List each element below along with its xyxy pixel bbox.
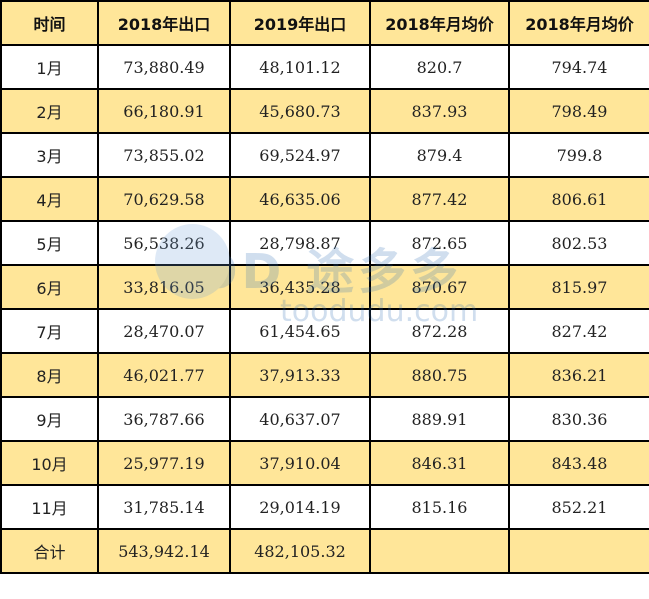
cell-time: 8月 (0, 352, 99, 398)
cell-avg-price-2018-b: 827.42 (508, 308, 649, 354)
cell-avg-price-2018: 872.28 (369, 308, 510, 354)
cell-avg-price-2018-b: 799.8 (508, 132, 649, 178)
column-header-avg-price-2018: 2018年月均价 (369, 0, 510, 46)
table-row: 2月 66,180.91 45,680.73 837.93 798.49 (0, 88, 649, 134)
table-row: 5月 56,538.26 28,798.87 872.65 802.53 (0, 220, 649, 266)
cell-export-2019: 36,435.28 (229, 264, 371, 310)
table-row: 8月 46,021.77 37,913.33 880.75 836.21 (0, 352, 649, 398)
table-row: 4月 70,629.58 46,635.06 877.42 806.61 (0, 176, 649, 222)
cell-avg-price-2018: 846.31 (369, 440, 510, 486)
cell-avg-price-2018: 872.65 (369, 220, 510, 266)
cell-export-2018: 31,785.14 (97, 484, 231, 530)
cell-avg-price-2018: 820.7 (369, 44, 510, 90)
cell-time: 5月 (0, 220, 99, 266)
cell-export-2018: 25,977.19 (97, 440, 231, 486)
cell-avg-price-2018-b: 794.74 (508, 44, 649, 90)
column-header-avg-price-2018-b: 2018年月均价 (508, 0, 649, 46)
cell-avg-price-2018-b: 815.97 (508, 264, 649, 310)
cell-export-2018: 28,470.07 (97, 308, 231, 354)
table-row: 1月 73,880.49 48,101.12 820.7 794.74 (0, 44, 649, 90)
cell-avg-price-2018: 837.93 (369, 88, 510, 134)
table-row: 6月 33,816.05 36,435.28 870.67 815.97 (0, 264, 649, 310)
cell-export-2019: 61,454.65 (229, 308, 371, 354)
cell-avg-price-2018: 879.4 (369, 132, 510, 178)
column-header-export-2019: 2019年出口 (229, 0, 371, 46)
cell-avg-price-2018 (369, 528, 510, 574)
cell-avg-price-2018-b: 852.21 (508, 484, 649, 530)
cell-export-2018: 56,538.26 (97, 220, 231, 266)
cell-avg-price-2018-b: 836.21 (508, 352, 649, 398)
cell-export-2019: 482,105.32 (229, 528, 371, 574)
cell-export-2019: 45,680.73 (229, 88, 371, 134)
cell-export-2018: 46,021.77 (97, 352, 231, 398)
cell-time: 3月 (0, 132, 99, 178)
total-row: 合计 543,942.14 482,105.32 (0, 528, 649, 574)
cell-time: 11月 (0, 484, 99, 530)
cell-avg-price-2018: 880.75 (369, 352, 510, 398)
cell-time: 9月 (0, 396, 99, 442)
table-row: 7月 28,470.07 61,454.65 872.28 827.42 (0, 308, 649, 354)
cell-time: 10月 (0, 440, 99, 486)
cell-time: 7月 (0, 308, 99, 354)
cell-export-2019: 29,014.19 (229, 484, 371, 530)
cell-export-2019: 37,913.33 (229, 352, 371, 398)
cell-time: 2月 (0, 88, 99, 134)
export-table: 时间 2018年出口 2019年出口 2018年月均价 2018年月均价 1月 73,88… (0, 0, 649, 574)
cell-export-2019: 46,635.06 (229, 176, 371, 222)
cell-avg-price-2018: 870.67 (369, 264, 510, 310)
cell-export-2018: 543,942.14 (97, 528, 231, 574)
cell-export-2018: 36,787.66 (97, 396, 231, 442)
column-header-time: 时间 (0, 0, 99, 46)
cell-avg-price-2018-b: 802.53 (508, 220, 649, 266)
cell-export-2019: 37,910.04 (229, 440, 371, 486)
table-row: 11月 31,785.14 29,014.19 815.16 852.21 (0, 484, 649, 530)
cell-export-2018: 33,816.05 (97, 264, 231, 310)
cell-avg-price-2018-b (508, 528, 649, 574)
header-row: 时间 2018年出口 2019年出口 2018年月均价 2018年月均价 (0, 0, 649, 46)
table-row: 3月 73,855.02 69,524.97 879.4 799.8 (0, 132, 649, 178)
column-header-export-2018: 2018年出口 (97, 0, 231, 46)
cell-export-2018: 66,180.91 (97, 88, 231, 134)
cell-avg-price-2018-b: 830.36 (508, 396, 649, 442)
cell-export-2018: 73,855.02 (97, 132, 231, 178)
table-row: 10月 25,977.19 37,910.04 846.31 843.48 (0, 440, 649, 486)
cell-export-2019: 48,101.12 (229, 44, 371, 90)
cell-export-2019: 28,798.87 (229, 220, 371, 266)
cell-time: 合计 (0, 528, 99, 574)
cell-export-2018: 70,629.58 (97, 176, 231, 222)
cell-avg-price-2018-b: 806.61 (508, 176, 649, 222)
cell-avg-price-2018: 877.42 (369, 176, 510, 222)
cell-export-2019: 69,524.97 (229, 132, 371, 178)
cell-export-2019: 40,637.07 (229, 396, 371, 442)
cell-avg-price-2018: 815.16 (369, 484, 510, 530)
cell-avg-price-2018: 889.91 (369, 396, 510, 442)
cell-avg-price-2018-b: 843.48 (508, 440, 649, 486)
cell-time: 4月 (0, 176, 99, 222)
cell-avg-price-2018-b: 798.49 (508, 88, 649, 134)
cell-time: 1月 (0, 44, 99, 90)
cell-export-2018: 73,880.49 (97, 44, 231, 90)
cell-time: 6月 (0, 264, 99, 310)
table-row: 9月 36,787.66 40,637.07 889.91 830.36 (0, 396, 649, 442)
